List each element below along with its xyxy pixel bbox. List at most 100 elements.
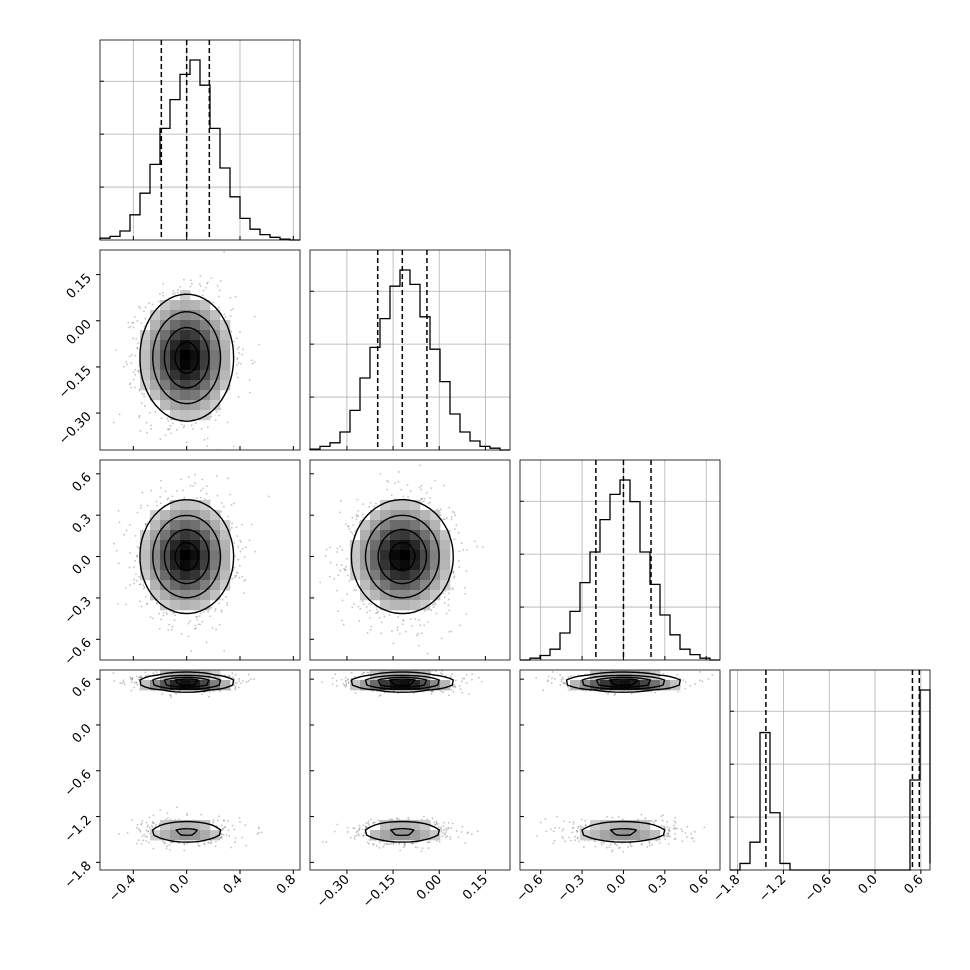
scatter-point bbox=[572, 827, 574, 829]
density-cell bbox=[180, 570, 191, 581]
scatter-point bbox=[703, 826, 706, 829]
scatter-point bbox=[195, 616, 198, 618]
scatter-point bbox=[560, 678, 563, 681]
scatter-point bbox=[221, 828, 224, 831]
scatter-point bbox=[223, 826, 226, 828]
scatter-point bbox=[579, 825, 582, 828]
scatter-point bbox=[443, 829, 445, 831]
scatter-point bbox=[369, 501, 372, 504]
scatter-point bbox=[607, 693, 609, 696]
scatter-point bbox=[228, 675, 231, 678]
scatter-point bbox=[231, 672, 234, 674]
scatter-point bbox=[386, 479, 388, 482]
density-cell bbox=[170, 400, 181, 411]
scatter-point bbox=[553, 677, 556, 680]
scatter-point bbox=[558, 826, 561, 829]
scatter-point bbox=[148, 302, 151, 304]
scatter-point bbox=[202, 289, 205, 292]
scatter-point bbox=[664, 834, 667, 837]
scatter-point bbox=[238, 352, 241, 354]
scatter-point bbox=[450, 630, 453, 633]
density-cell bbox=[180, 410, 191, 421]
density-cell bbox=[400, 590, 411, 601]
scatter-point bbox=[119, 682, 122, 684]
scatter-point bbox=[183, 424, 186, 427]
scatter-point bbox=[151, 617, 154, 620]
scatter-point bbox=[165, 818, 168, 821]
density-cell bbox=[360, 680, 371, 691]
scatter-point bbox=[174, 292, 176, 295]
density-cell bbox=[390, 550, 401, 561]
scatter-point bbox=[228, 835, 231, 837]
scatter-point bbox=[220, 836, 223, 839]
scatter-point bbox=[233, 828, 236, 831]
scatter-point bbox=[416, 846, 419, 849]
scatter-point bbox=[561, 835, 564, 838]
scatter-point bbox=[661, 819, 664, 822]
scatter-point bbox=[142, 839, 145, 842]
scatter-point bbox=[340, 499, 342, 502]
x-tick-label: 0.3 bbox=[645, 872, 670, 897]
scatter-point bbox=[183, 278, 185, 281]
density-cell bbox=[440, 570, 451, 581]
scatter-point bbox=[674, 837, 677, 840]
scatter-point bbox=[231, 824, 234, 827]
scatter-point bbox=[421, 501, 423, 504]
density-cell bbox=[150, 390, 161, 401]
scatter-point bbox=[397, 481, 400, 483]
scatter-point bbox=[221, 598, 224, 601]
scatter-point bbox=[677, 690, 680, 693]
scatter-point bbox=[175, 490, 178, 492]
density-cell bbox=[430, 540, 441, 551]
scatter-point bbox=[340, 564, 343, 567]
density-cell bbox=[210, 330, 221, 341]
scatter-point bbox=[143, 393, 146, 395]
scatter-point bbox=[237, 545, 240, 548]
scatter-point bbox=[137, 370, 139, 372]
scatter-point bbox=[402, 846, 405, 849]
density-cell bbox=[200, 350, 211, 361]
scatter-point bbox=[465, 673, 468, 676]
scatter-point bbox=[420, 632, 423, 635]
density-cell bbox=[140, 680, 151, 691]
scatter-point bbox=[443, 518, 446, 521]
scatter-point bbox=[572, 823, 575, 825]
scatter-point bbox=[245, 681, 248, 684]
scatter-point bbox=[233, 677, 235, 680]
density-cell bbox=[210, 360, 221, 371]
scatter-point bbox=[654, 691, 657, 694]
scatter-point bbox=[699, 670, 701, 673]
density-cell bbox=[170, 370, 181, 381]
scatter-point bbox=[214, 419, 217, 422]
scatter-point bbox=[576, 830, 578, 833]
scatter-point bbox=[460, 831, 463, 833]
x-tick-label: 0.0 bbox=[167, 872, 192, 897]
scatter-point bbox=[157, 300, 160, 303]
contour-line bbox=[174, 678, 199, 686]
scatter-point bbox=[331, 683, 334, 686]
scatter-point bbox=[183, 849, 186, 852]
density-cell bbox=[200, 520, 211, 531]
scatter-point bbox=[121, 682, 124, 685]
scatter-point bbox=[144, 522, 147, 525]
scatter-point bbox=[361, 513, 364, 516]
density-cell bbox=[210, 370, 221, 381]
panel-content bbox=[321, 670, 483, 852]
scatter-point bbox=[206, 281, 209, 284]
scatter-point bbox=[471, 678, 473, 681]
scatter-point bbox=[581, 826, 584, 829]
density-cell bbox=[390, 580, 401, 591]
scatter-point bbox=[662, 814, 664, 816]
scatter-point bbox=[637, 818, 639, 821]
scatter-point bbox=[324, 555, 327, 558]
scatter-point bbox=[445, 612, 448, 615]
density-cell bbox=[220, 560, 231, 571]
scatter-point bbox=[236, 357, 239, 360]
density-cell bbox=[410, 680, 421, 691]
scatter-point bbox=[133, 582, 136, 585]
scatter-point bbox=[337, 574, 340, 577]
scatter-point bbox=[160, 417, 163, 420]
density-cell bbox=[160, 540, 171, 551]
scatter-point bbox=[237, 346, 240, 348]
scatter-point bbox=[377, 819, 380, 822]
